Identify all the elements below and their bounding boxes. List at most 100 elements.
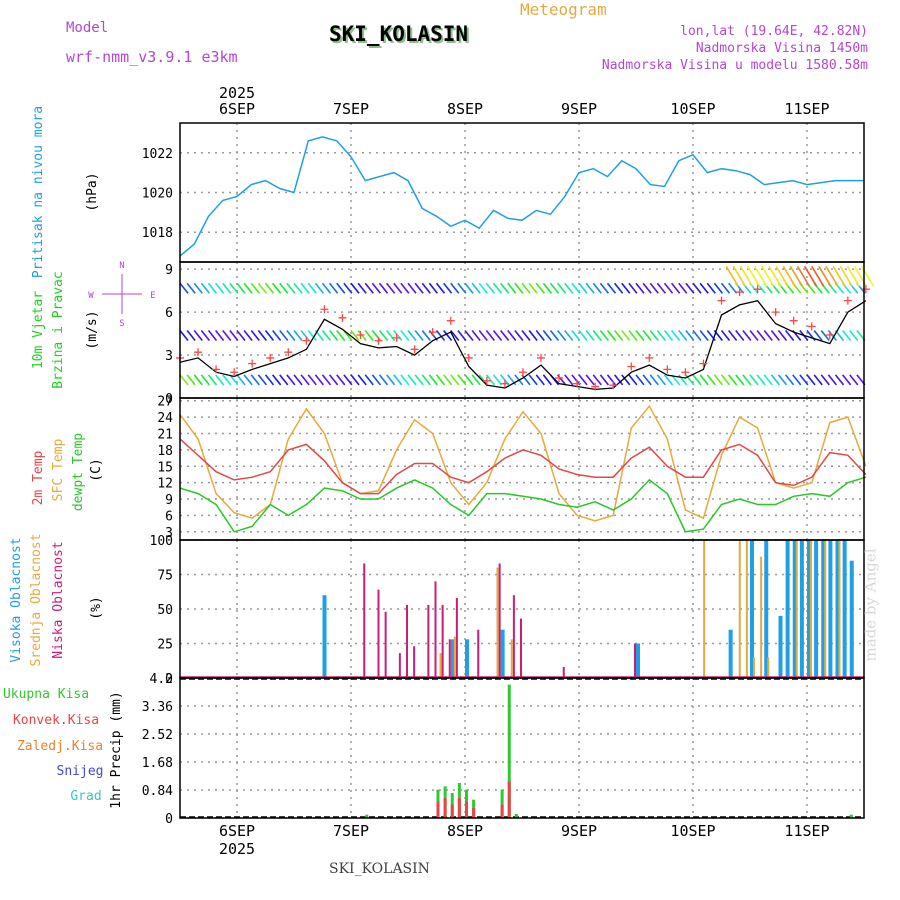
model-label: Model: [66, 20, 109, 36]
cloud-bar-high: [785, 540, 790, 678]
precip-bar-convective: [472, 808, 476, 818]
wind-barb: [492, 329, 503, 341]
bottom-time-label: 9SEP: [561, 822, 597, 840]
wind-barb: [293, 329, 303, 341]
wind-barb: [796, 265, 811, 287]
wind-gust-marker: [320, 305, 329, 314]
wind-gust-marker: [555, 373, 564, 382]
pressure-side-label: Pritisak na nivou mora: [31, 106, 46, 278]
wind-barb: [528, 282, 538, 294]
wind-barb: [803, 265, 818, 287]
watermark: made by Angel: [861, 548, 880, 662]
wind-gust-marker: [248, 359, 257, 368]
wind-barb: [229, 329, 239, 341]
wind-barb: [229, 374, 239, 386]
wind-barb: [293, 282, 303, 294]
compass-cross-icon: [102, 274, 142, 314]
wind-barb: [457, 282, 467, 294]
model-name: wrf-nmm_v3.9.1 e3km: [66, 48, 238, 66]
cloud-side-label-2: Srednja Oblacnost: [29, 533, 44, 666]
cloud-bar-high: [778, 615, 783, 678]
y-tick-label: 24: [157, 411, 173, 426]
wind-barb: [215, 282, 225, 294]
wind-barb: [350, 329, 360, 341]
cloud-side-label-1: Visoka Oblacnost: [9, 537, 24, 662]
wind-barb: [649, 374, 659, 386]
wind-barb: [300, 282, 310, 294]
temp-ylabel: (C): [89, 458, 104, 481]
wind-barb: [535, 282, 545, 294]
wind-barb: [321, 374, 332, 386]
wind-barb: [357, 374, 367, 386]
cloud-bar-mid: [753, 657, 755, 678]
y-tick-label: 21: [157, 428, 173, 443]
cloud-bar-low: [398, 653, 401, 678]
wind-barb: [236, 329, 246, 341]
wind-barb: [842, 329, 852, 341]
cloud-bar-low: [427, 604, 430, 678]
wind-barb: [393, 282, 403, 294]
wind-barb: [378, 374, 389, 386]
wind-barb: [834, 374, 845, 386]
cloud-bar-low: [455, 597, 458, 678]
wind-barb: [777, 374, 788, 386]
wind-barb: [606, 329, 617, 341]
y-tick-label: 9: [165, 263, 173, 278]
wind-barb: [386, 329, 396, 341]
wind-barb: [443, 282, 453, 294]
wind-barb: [343, 374, 353, 386]
cloud-bar-low: [406, 604, 408, 678]
wind-barb: [685, 282, 695, 294]
wind-barb: [842, 374, 852, 386]
wind-barb: [193, 329, 203, 341]
wind-barb: [200, 329, 210, 341]
station-title: SKI_KOLASIN: [329, 22, 469, 46]
elevation-model-label: Nadmorska Visina u modelu 1580.58m: [601, 58, 868, 73]
bottom-time-label: 6SEP: [219, 822, 255, 840]
bottom-time-label: 7SEP: [333, 822, 369, 840]
wind-barb: [492, 374, 503, 386]
cloud-bar-high: [465, 639, 469, 678]
wind-barb: [549, 329, 560, 341]
wind-barb: [307, 329, 317, 341]
wind-barb: [699, 374, 709, 386]
precip-bar-total: [365, 814, 369, 818]
cloud-bar-high: [842, 540, 847, 678]
pressure-ylabel: (hPa): [85, 172, 100, 211]
wind-barb: [749, 374, 759, 386]
wind-barb: [846, 265, 861, 287]
wind-barb: [279, 282, 289, 294]
cloud-bar-low: [520, 618, 522, 678]
temp-side-label-2: SFC Temp: [51, 439, 66, 502]
y-tick-label: 3: [165, 526, 173, 541]
wind-barb: [207, 374, 218, 386]
wind-barb: [754, 265, 768, 287]
sfc-temp-line: [179, 404, 867, 522]
wind-barb: [557, 329, 567, 341]
wind-barb: [792, 374, 802, 386]
wind-barb: [321, 329, 332, 341]
wind-barb: [528, 329, 538, 341]
wind-barb: [264, 329, 275, 341]
wind-barb: [200, 282, 210, 294]
cloud-bar-mid: [510, 639, 513, 678]
wind-gust-marker: [374, 336, 383, 345]
y-tick-label: 1022: [142, 147, 173, 162]
wind-barb: [663, 374, 674, 386]
wind-barb: [478, 282, 488, 294]
top-time-label: 8SEP: [447, 100, 483, 118]
y-tick-label: 50: [157, 603, 173, 618]
wind-barb: [421, 374, 431, 386]
bottom-time-label: 8SEP: [447, 822, 483, 840]
wind-barb: [549, 282, 560, 294]
wind-barb: [250, 282, 260, 294]
precip-bar-convective: [443, 798, 447, 818]
wind-barb: [286, 374, 296, 386]
y-tick-label: 3.36: [142, 700, 173, 715]
wind-gust-marker: [392, 333, 401, 342]
cloud-bar-high: [728, 629, 733, 678]
wind-gust-marker: [717, 296, 726, 305]
temp2m-line: [179, 438, 867, 495]
wind-barb: [592, 374, 602, 386]
y-tick-label: 1020: [142, 187, 173, 202]
